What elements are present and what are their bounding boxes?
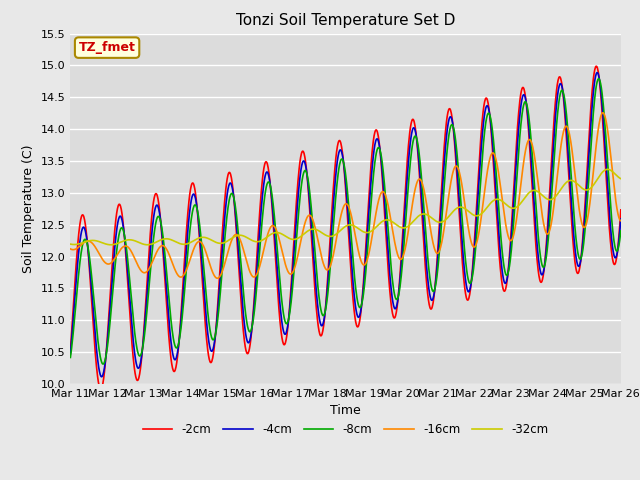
-4cm [189, 192, 197, 197]
-2cm [189, 180, 197, 186]
X-axis label: Time: Time [330, 405, 361, 418]
-8cm [431, 284, 439, 290]
-32cm [67, 241, 74, 247]
-16cm [617, 218, 625, 224]
-2cm [431, 281, 439, 287]
-4cm [552, 110, 559, 116]
-4cm [617, 216, 625, 222]
-32cm [604, 167, 611, 172]
-8cm [99, 361, 107, 367]
-8cm [617, 228, 625, 234]
-2cm [617, 207, 625, 213]
-8cm [595, 76, 602, 82]
-2cm [97, 386, 104, 392]
-32cm [189, 238, 197, 244]
-2cm [593, 63, 600, 69]
-8cm [552, 132, 559, 137]
-8cm [67, 355, 74, 360]
Line: -4cm: -4cm [70, 72, 621, 377]
-32cm [251, 239, 259, 244]
Title: Tonzi Soil Temperature Set D: Tonzi Soil Temperature Set D [236, 13, 455, 28]
-32cm [107, 242, 115, 248]
-2cm [251, 288, 259, 293]
-2cm [176, 329, 184, 335]
-32cm [176, 240, 184, 246]
-8cm [504, 272, 511, 278]
-32cm [617, 176, 625, 181]
-4cm [176, 331, 184, 337]
-32cm [552, 193, 559, 199]
Line: -2cm: -2cm [70, 66, 621, 389]
-4cm [251, 295, 259, 301]
-2cm [67, 348, 74, 353]
Y-axis label: Soil Temperature (C): Soil Temperature (C) [22, 144, 35, 273]
-8cm [176, 334, 184, 340]
Line: -16cm: -16cm [70, 113, 621, 278]
-32cm [504, 203, 511, 208]
-4cm [67, 351, 74, 357]
-16cm [175, 274, 183, 279]
-2cm [504, 277, 511, 283]
-16cm [67, 246, 74, 252]
-8cm [189, 205, 197, 211]
-8cm [251, 305, 259, 311]
-4cm [98, 374, 106, 380]
-16cm [504, 229, 511, 235]
-16cm [552, 187, 559, 192]
-16cm [213, 276, 221, 281]
-32cm [431, 218, 439, 224]
Line: -8cm: -8cm [70, 79, 621, 364]
-16cm [431, 248, 439, 254]
-16cm [599, 110, 607, 116]
-16cm [251, 274, 259, 280]
-4cm [431, 283, 439, 288]
-4cm [593, 70, 601, 75]
-2cm [552, 95, 559, 101]
Legend: -2cm, -4cm, -8cm, -16cm, -32cm: -2cm, -4cm, -8cm, -16cm, -32cm [138, 419, 553, 441]
-16cm [189, 249, 196, 254]
-4cm [504, 276, 511, 281]
Text: TZ_fmet: TZ_fmet [79, 41, 136, 54]
Line: -32cm: -32cm [70, 169, 621, 245]
